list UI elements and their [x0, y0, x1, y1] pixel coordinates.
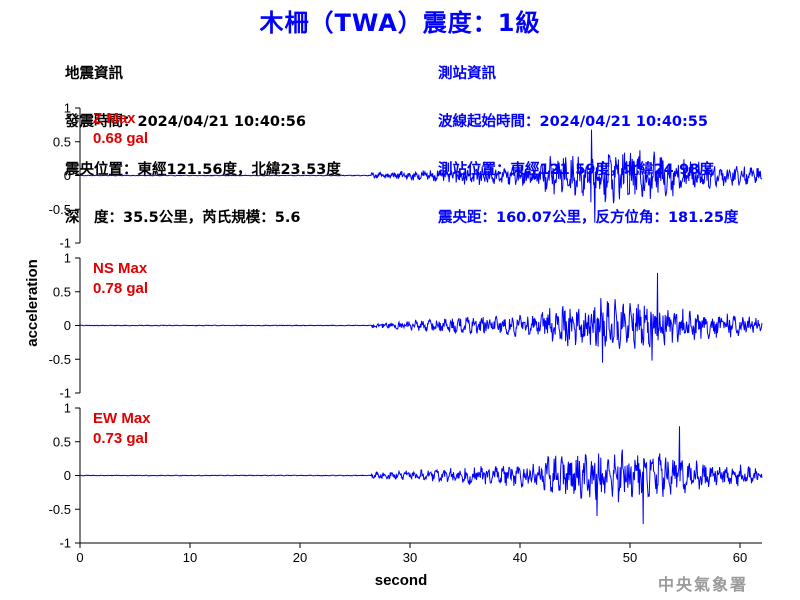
chart-title: 木柵（TWA）震度：1級: [259, 9, 541, 37]
y-tick-label: -0.5: [49, 202, 71, 217]
x-tick-label: 30: [403, 550, 417, 565]
trace-z: [79, 129, 763, 223]
event-info: 地震資訊 發震時間：2024/04/21 10:40:56 震央位置：東經121…: [65, 34, 341, 242]
station-info-heading: 測站資訊: [438, 66, 496, 82]
y-tick-label: 0.5: [53, 134, 71, 149]
x-tick-label: 50: [623, 550, 637, 565]
station-info: 測站資訊 波線起始時間：2024/04/21 10:40:55 測站位置：東經1…: [438, 34, 738, 242]
x-axis-label: second: [375, 572, 428, 589]
component-max-value: 0.78 gal: [93, 280, 148, 297]
component-max-value: 0.73 gal: [93, 430, 148, 447]
trace-ew: [80, 426, 763, 525]
y-tick-label: 0: [64, 318, 71, 333]
y-tick-label: 0: [64, 168, 71, 183]
component-max-label: Z Max: [93, 110, 136, 127]
wave-start-time: 波線起始時間：2024/04/21 10:40:55: [438, 114, 708, 130]
event-time: 發震時間：2024/04/21 10:40:56: [65, 114, 306, 130]
y-tick-label: 1: [64, 401, 71, 416]
x-tick-label: 10: [183, 550, 197, 565]
component-max-label: EW Max: [93, 410, 151, 427]
y-tick-label: -0.5: [49, 352, 71, 367]
y-tick-label: 1: [64, 101, 71, 116]
trace-ns: [79, 272, 763, 363]
event-info-heading: 地震資訊: [65, 66, 123, 82]
y-tick-label: -0.5: [49, 502, 71, 517]
epicentral-distance: 震央距：160.07公里，反方位角：181.25度: [438, 210, 739, 226]
y-tick-label: -1: [59, 386, 71, 401]
y-tick-label: 0.5: [53, 434, 71, 449]
x-tick-label: 0: [76, 550, 83, 565]
y-axis-label: acceleration: [24, 259, 41, 347]
event-depth-magnitude: 深 度：35.5公里，芮氏規模：5.6: [65, 210, 301, 226]
component-max-label: NS Max: [93, 260, 148, 277]
agency-footer: 中央氣象署: [657, 575, 748, 594]
y-tick-label: 0.5: [53, 284, 71, 299]
y-tick-label: -1: [59, 536, 71, 551]
component-max-value: 0.68 gal: [93, 130, 148, 147]
y-tick-label: -1: [59, 236, 71, 251]
x-tick-label: 40: [513, 550, 527, 565]
x-tick-label: 20: [293, 550, 307, 565]
x-tick-label: 60: [733, 550, 747, 565]
y-tick-label: 1: [64, 251, 71, 266]
y-tick-label: 0: [64, 468, 71, 483]
event-location: 震央位置：東經121.56度，北緯23.53度: [65, 162, 341, 178]
